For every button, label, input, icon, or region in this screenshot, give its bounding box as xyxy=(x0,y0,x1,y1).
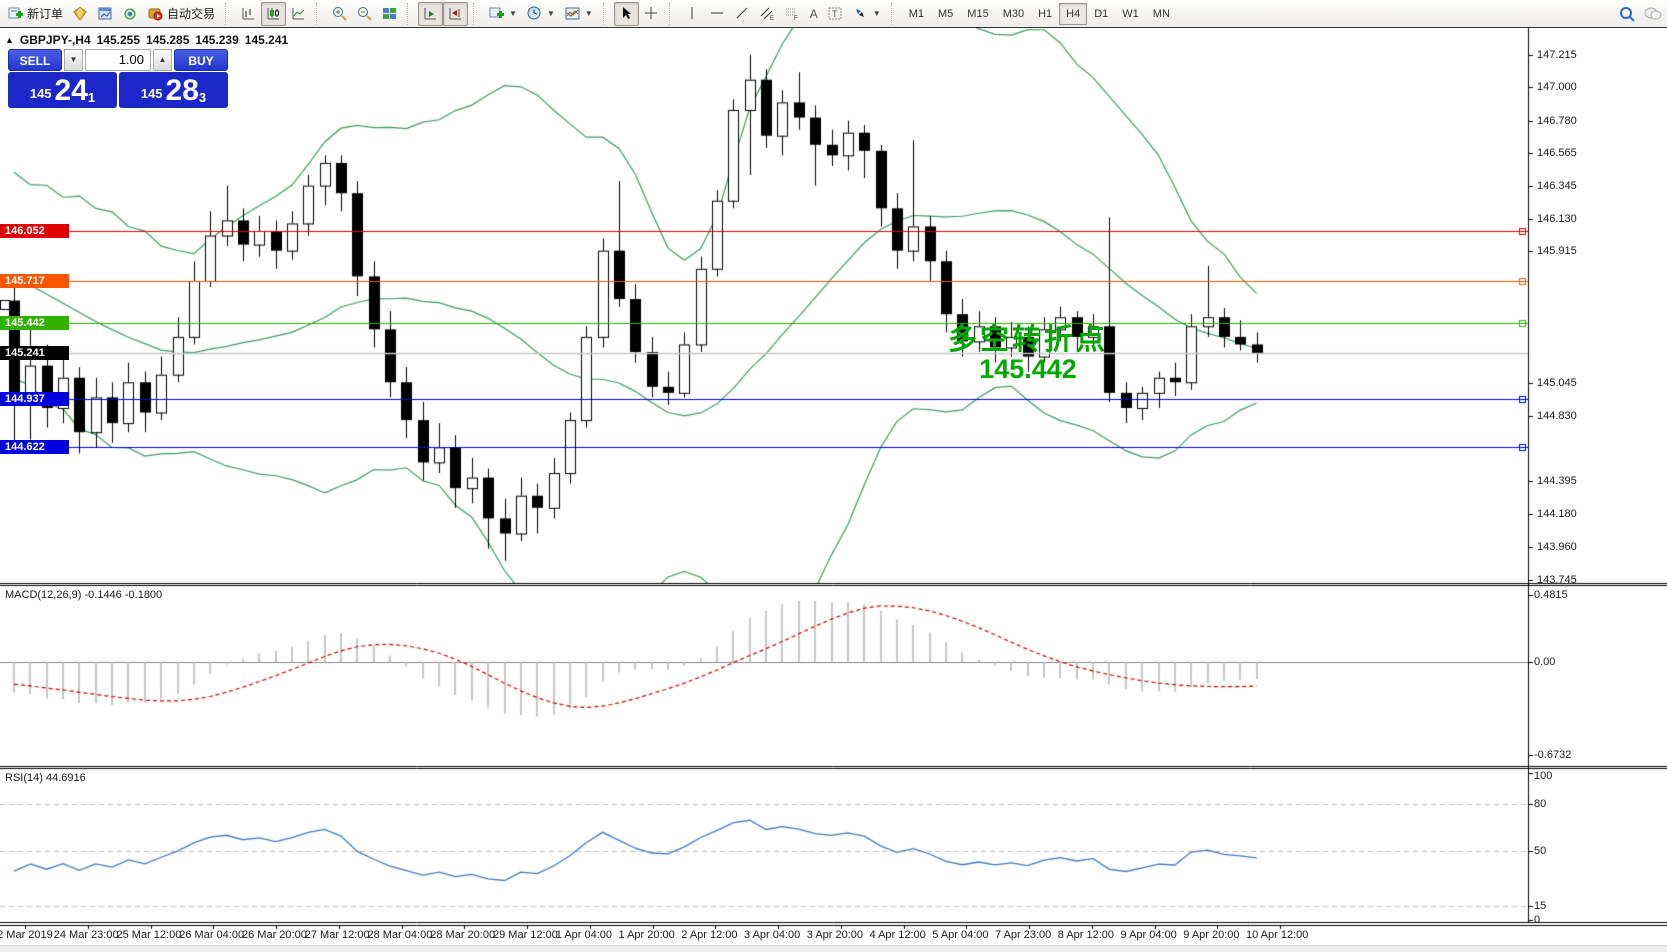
buy-price-pip: 3 xyxy=(198,90,207,105)
buy-price-big: 28 xyxy=(165,74,199,107)
rsi-name: RSI(14) xyxy=(5,772,43,784)
price-tag-145.241: 145.241 xyxy=(0,346,69,360)
time-tick-label: 28 Mar 20:00 xyxy=(430,929,496,941)
sell-price-big: 24 xyxy=(54,74,88,107)
time-tick-label: 3 Apr 04:00 xyxy=(744,929,801,941)
one-click-trading-panel: SELL ▼ 1.00 ▲ BUY 145 24 1 145 28 3 xyxy=(8,49,228,108)
chart-annotation: 多空转折点 145.442 xyxy=(948,325,1108,384)
sell-price-pip: 1 xyxy=(87,90,96,105)
time-tick-label: 22 Mar 2019 xyxy=(0,929,53,941)
price-tag-146.052: 146.052 xyxy=(0,224,69,238)
price-tick-label: 146.780 xyxy=(1537,115,1577,127)
time-tick-label: 2 Apr 12:00 xyxy=(681,929,738,941)
price-tick-label: 144.830 xyxy=(1537,410,1577,422)
buy-price-base: 145 xyxy=(140,86,163,101)
price-tick-label: 147.215 xyxy=(1537,49,1577,61)
rsi-tick-label: 80 xyxy=(1534,798,1547,810)
price-tick-label: 144.395 xyxy=(1537,475,1577,487)
price-tick-label: 143.745 xyxy=(1537,574,1577,586)
time-tick-label: 5 Apr 04:00 xyxy=(932,929,989,941)
price-tag-144.937: 144.937 xyxy=(0,392,69,406)
price-tick-label: 145.045 xyxy=(1537,377,1577,389)
volume-down-button[interactable]: ▼ xyxy=(64,49,83,71)
sell-price[interactable]: 145 24 1 xyxy=(8,72,117,108)
price-tag-145.442: 145.442 xyxy=(0,316,69,330)
price-tag-145.717: 145.717 xyxy=(0,274,69,288)
price-tick-label: 147.000 xyxy=(1537,81,1577,93)
rsi-tick-label: 0 xyxy=(1534,914,1541,926)
price-tick-label: 146.130 xyxy=(1537,213,1577,225)
time-tick-label: 10 Apr 12:00 xyxy=(1246,929,1309,941)
bottom-strip xyxy=(0,945,1667,952)
price-tick-label: 144.180 xyxy=(1537,508,1577,520)
time-tick-label: 4 Apr 12:00 xyxy=(869,929,926,941)
ohlc-high: 145.285 xyxy=(146,33,190,47)
macd-tick-label: -0.6732 xyxy=(1534,749,1572,761)
macd-signal-value: -0.1800 xyxy=(124,589,163,601)
buy-button[interactable]: BUY xyxy=(174,49,228,71)
rsi-label: RSI(14) 44.6916 xyxy=(5,772,86,784)
rsi-value: 44.6916 xyxy=(45,772,86,784)
time-tick-label: 7 Apr 23:00 xyxy=(995,929,1052,941)
price-tick-label: 146.345 xyxy=(1537,180,1577,192)
macd-tick-label: 0.00 xyxy=(1534,656,1556,668)
time-tick-label: 9 Apr 20:00 xyxy=(1183,929,1240,941)
price-tick-label: 143.960 xyxy=(1537,541,1577,553)
macd-label: MACD(12,26,9) -0.1446 -0.1800 xyxy=(5,589,162,601)
sell-button[interactable]: SELL xyxy=(8,49,62,71)
buy-price[interactable]: 145 28 3 xyxy=(119,72,228,108)
sell-price-base: 145 xyxy=(29,86,52,101)
ohlc-open: 145.255 xyxy=(96,33,141,47)
annotation-price: 145.442 xyxy=(979,354,1077,385)
symbol-title: ▲ GBPJPY-,H4 145.255 145.285 145.239 145… xyxy=(5,33,288,47)
volume-up-button[interactable]: ▲ xyxy=(153,49,172,71)
time-tick-label: 24 Mar 23:00 xyxy=(53,929,119,941)
price-tick-label: 146.565 xyxy=(1537,147,1577,159)
macd-name: MACD(12,26,9) xyxy=(5,589,82,601)
time-tick-label: 3 Apr 20:00 xyxy=(806,929,864,941)
time-tick-label: 29 Mar 12:00 xyxy=(493,929,558,941)
rsi-tick-label: 50 xyxy=(1534,845,1547,857)
macd-tick-label: 0.4815 xyxy=(1534,589,1568,601)
time-tick-label: 9 Apr 04:00 xyxy=(1120,929,1177,941)
time-tick-label: 27 Mar 12:00 xyxy=(304,929,370,941)
time-tick-label: 26 Mar 20:00 xyxy=(242,929,307,941)
symbol-name: GBPJPY-,H4 xyxy=(19,33,91,47)
volume-input[interactable]: 1.00 xyxy=(85,49,151,71)
time-tick-label: 1 Apr 04:00 xyxy=(555,929,613,941)
price-tag-144.622: 144.622 xyxy=(0,440,69,454)
collapse-triangle-icon[interactable]: ▲ xyxy=(5,35,14,45)
time-tick-label: 1 Apr 20:00 xyxy=(618,929,675,941)
time-tick-label: 28 Mar 04:00 xyxy=(367,929,433,941)
macd-value: -0.1446 xyxy=(84,589,122,601)
ohlc-low: 145.239 xyxy=(195,33,239,47)
time-tick-label: 25 Mar 12:00 xyxy=(116,929,182,941)
rsi-tick-label: 15 xyxy=(1534,900,1547,912)
ohlc-close: 145.241 xyxy=(244,33,289,47)
annotation-text: 多空转折点 xyxy=(948,324,1109,356)
price-tick-label: 145.915 xyxy=(1537,245,1577,257)
time-tick-label: 8 Apr 12:00 xyxy=(1057,929,1115,941)
time-tick-label: 26 Mar 04:00 xyxy=(179,929,245,941)
rsi-tick-label: 100 xyxy=(1534,770,1553,782)
